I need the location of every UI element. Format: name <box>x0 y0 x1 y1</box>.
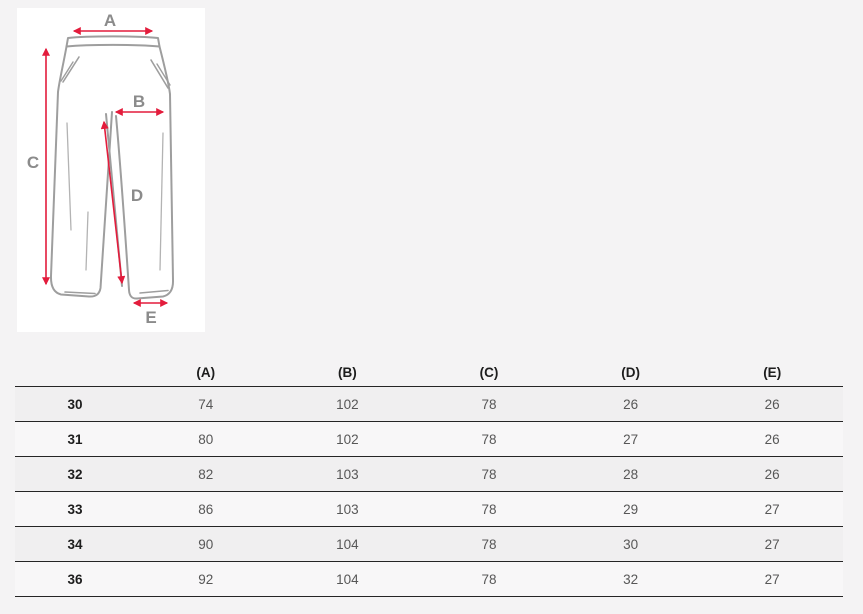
table-row: 33 86 103 78 29 27 <box>15 491 843 527</box>
value-cell: 26 <box>559 386 702 422</box>
measurement-arrows <box>42 27 169 307</box>
header-size <box>15 358 135 387</box>
value-cell: 74 <box>135 386 277 422</box>
size-cell: 33 <box>15 491 135 527</box>
arrow-d <box>100 120 126 285</box>
size-chart-table: (A) (B) (C) (D) (E) 30 74 102 78 26 26 3… <box>15 358 843 597</box>
header-d: (D) <box>559 358 702 387</box>
header-e: (E) <box>701 358 843 387</box>
value-cell: 86 <box>135 491 277 527</box>
value-cell: 103 <box>276 456 419 492</box>
right-leg <box>115 45 175 300</box>
crease-lines <box>66 122 164 271</box>
left-pocket-slash-inner <box>60 61 74 82</box>
header-b: (B) <box>276 358 419 387</box>
waistband <box>65 35 161 48</box>
value-cell: 27 <box>559 421 702 457</box>
right-hem-line <box>139 289 169 294</box>
value-cell: 104 <box>276 561 419 597</box>
pants-measurement-diagram: A B C D E <box>27 11 175 327</box>
label-a: A <box>104 11 116 30</box>
table-row: 36 92 104 78 32 27 <box>15 561 843 597</box>
measurement-diagram-card: A B C D E <box>17 8 205 332</box>
value-cell: 102 <box>276 386 419 422</box>
header-c: (C) <box>418 358 560 387</box>
value-cell: 27 <box>701 526 843 562</box>
value-cell: 92 <box>135 561 277 597</box>
value-cell: 80 <box>135 421 277 457</box>
table-row: 31 80 102 78 27 26 <box>15 421 843 457</box>
value-cell: 102 <box>276 421 419 457</box>
value-cell: 28 <box>559 456 702 492</box>
value-cell: 29 <box>559 491 702 527</box>
right-pocket-slash <box>150 59 169 89</box>
value-cell: 78 <box>418 526 560 562</box>
size-cell: 36 <box>15 561 135 597</box>
value-cell: 26 <box>701 386 843 422</box>
value-cell: 78 <box>418 456 560 492</box>
table-row: 32 82 103 78 28 26 <box>15 456 843 492</box>
table-row: 30 74 102 78 26 26 <box>15 386 843 422</box>
size-cell: 31 <box>15 421 135 457</box>
label-b: B <box>133 92 145 111</box>
value-cell: 103 <box>276 491 419 527</box>
value-cell: 104 <box>276 526 419 562</box>
value-cell: 78 <box>418 561 560 597</box>
label-d: D <box>131 186 143 205</box>
value-cell: 78 <box>418 491 560 527</box>
table-row: 34 90 104 78 30 27 <box>15 526 843 562</box>
left-pocket-slash <box>62 56 80 83</box>
value-cell: 26 <box>701 421 843 457</box>
label-e: E <box>145 308 156 327</box>
label-c: C <box>27 153 39 172</box>
value-cell: 30 <box>559 526 702 562</box>
value-cell: 82 <box>135 456 277 492</box>
value-cell: 78 <box>418 386 560 422</box>
value-cell: 27 <box>701 561 843 597</box>
value-cell: 27 <box>701 491 843 527</box>
header-row: (A) (B) (C) (D) (E) <box>15 358 843 387</box>
left-leg <box>49 45 113 298</box>
value-cell: 78 <box>418 421 560 457</box>
size-cell: 32 <box>15 456 135 492</box>
value-cell: 32 <box>559 561 702 597</box>
header-a: (A) <box>135 358 277 387</box>
size-cell: 30 <box>15 386 135 422</box>
value-cell: 26 <box>701 456 843 492</box>
right-pocket-slash-inner <box>156 63 171 86</box>
size-cell: 34 <box>15 526 135 562</box>
left-hem-line <box>64 291 96 295</box>
value-cell: 90 <box>135 526 277 562</box>
